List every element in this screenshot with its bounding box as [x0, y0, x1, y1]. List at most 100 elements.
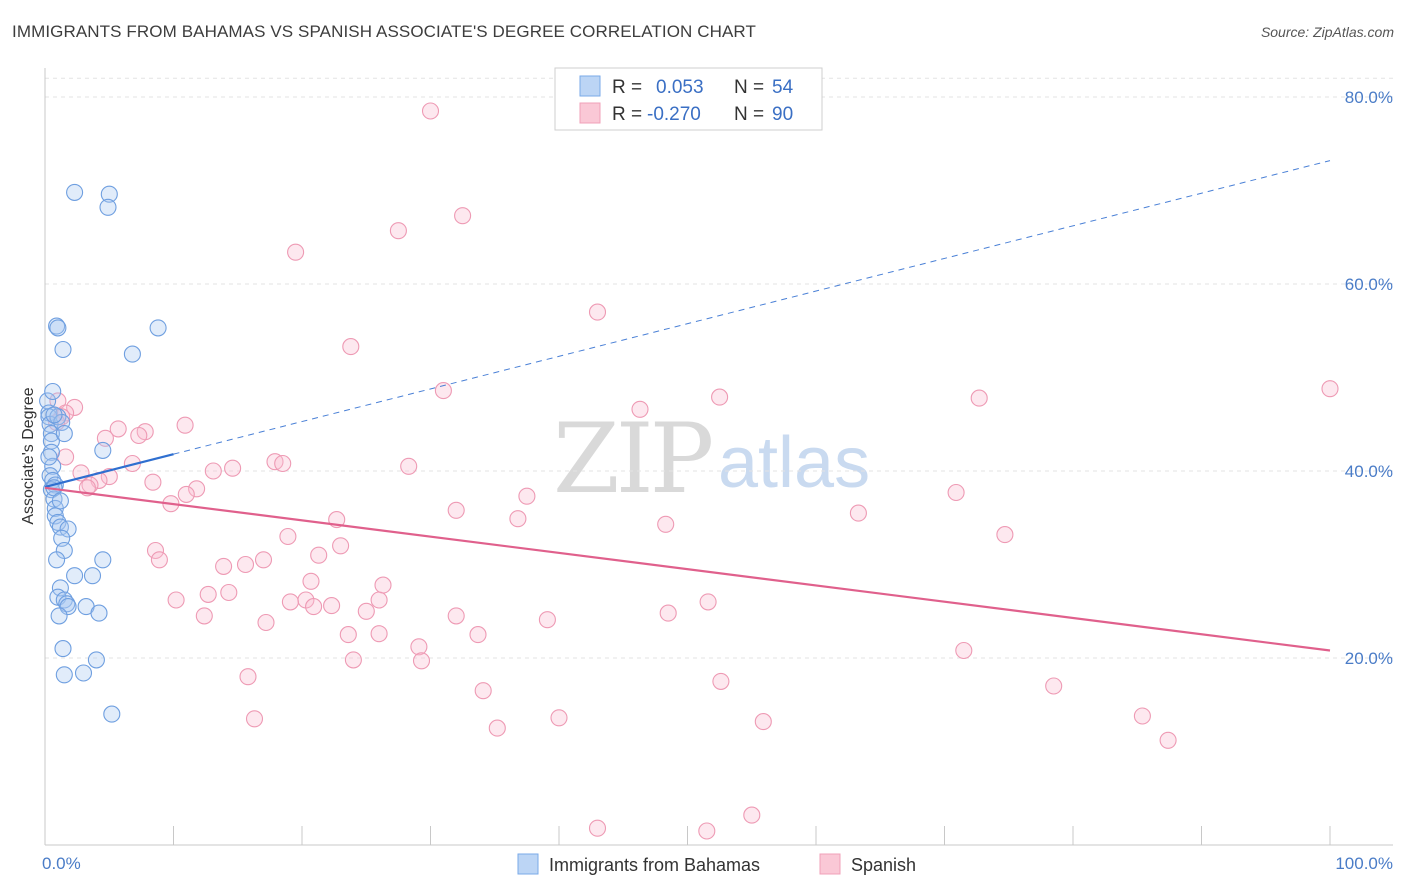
spanish-point: [302, 572, 320, 590]
bahamas-point: [103, 705, 121, 723]
spanish-point: [323, 597, 341, 615]
spanish-point: [215, 557, 233, 575]
bahamas-trend-dashed: [173, 160, 1331, 455]
spanish-point: [447, 501, 465, 519]
y-axis-label: Associate's Degree: [20, 387, 37, 524]
bahamas-point: [51, 492, 69, 510]
spanish-point: [1159, 731, 1177, 749]
spanish-point: [454, 207, 472, 225]
spanish-point: [167, 591, 185, 609]
bottom-legend: Immigrants from Bahamas Spanish: [517, 853, 916, 875]
spanish-point: [245, 710, 264, 728]
spanish-point: [357, 602, 375, 620]
bahamas-point: [59, 598, 77, 616]
source-label: Source: ZipAtlas.com: [1260, 24, 1394, 40]
spanish-point: [279, 527, 297, 546]
bahamas-point: [40, 448, 58, 466]
spanish-point: [146, 541, 165, 560]
bahamas-point: [94, 441, 112, 459]
spanish-point: [699, 593, 717, 611]
bahamas-point: [100, 185, 118, 203]
legend-n-value-bahamas: 54: [772, 77, 794, 98]
spanish-trend-solid: [44, 486, 1331, 652]
y-tick-label: 20.0%: [1345, 649, 1393, 668]
bahamas-point: [94, 551, 112, 569]
x-tick-label-min: 0.0%: [42, 854, 81, 873]
legend-swatch-spanish: [579, 102, 601, 124]
legend-r-value-spanish: -0.270: [647, 104, 701, 125]
spanish-point: [109, 420, 127, 438]
spanish-point: [955, 641, 973, 660]
spanish-point: [711, 388, 729, 406]
spanish-point: [1321, 380, 1339, 398]
bahamas-point: [50, 607, 68, 625]
spanish-point: [509, 510, 527, 528]
spanish-point: [239, 668, 257, 686]
bottom-legend-swatch-spanish: [819, 853, 841, 875]
bahamas-point: [42, 443, 60, 461]
bahamas-point: [87, 651, 105, 669]
spanish-point: [144, 473, 162, 491]
spanish-point: [698, 822, 716, 840]
spanish-point: [220, 583, 238, 602]
watermark-zip: ZIP: [553, 403, 712, 515]
bahamas-point: [123, 345, 141, 363]
spanish-point: [538, 611, 556, 629]
spanish-point: [754, 713, 772, 731]
x-axis-ticks: [44, 826, 1331, 845]
spanish-point: [447, 607, 465, 625]
bahamas-point: [48, 551, 66, 569]
bahamas-point: [54, 340, 72, 359]
y-tick-labels: 20.0% 40.0% 60.0% 80.0%: [1345, 88, 1393, 668]
bahamas-trend-solid: [44, 453, 174, 488]
bahamas-point: [83, 567, 102, 585]
spanish-point: [412, 652, 431, 670]
spanish-point: [370, 625, 388, 643]
spanish-point: [588, 303, 607, 321]
bahamas-point: [44, 382, 62, 401]
spanish-point: [1133, 707, 1151, 725]
spanish-point: [421, 102, 440, 120]
bahamas-point: [90, 604, 108, 622]
spanish-point: [274, 454, 292, 473]
spanish-point: [339, 626, 357, 644]
spanish-point: [281, 593, 299, 611]
legend-n-value-spanish: 90: [772, 104, 793, 125]
spanish-point: [1045, 677, 1063, 695]
bahamas-point: [55, 425, 73, 443]
spanish-point: [130, 426, 148, 445]
spanish-point: [659, 604, 677, 622]
bahamas-point: [74, 664, 93, 682]
bahamas-point: [59, 520, 77, 538]
chart-title: IMMIGRANTS FROM BAHAMAS VS SPANISH ASSOC…: [12, 22, 756, 41]
spanish-point: [188, 480, 206, 498]
spanish-point: [400, 457, 418, 475]
legend-r-label-spanish: R =: [612, 104, 642, 125]
spanish-point: [224, 459, 242, 477]
spanish-point: [434, 382, 452, 400]
bahamas-point: [58, 595, 76, 613]
bahamas-point: [45, 406, 63, 424]
bahamas-point: [66, 567, 84, 585]
bahamas-point: [49, 513, 67, 531]
spanish-point: [588, 819, 607, 837]
bahamas-point: [54, 640, 72, 658]
spanish-point: [305, 598, 323, 616]
spanish-point: [849, 504, 867, 522]
spanish-point: [631, 400, 649, 418]
spanish-point: [177, 485, 195, 503]
spanish-point: [743, 806, 761, 824]
bahamas-point: [55, 666, 73, 684]
spanish-point: [374, 576, 392, 594]
spanish-point: [389, 222, 407, 240]
spanish-point: [712, 672, 730, 690]
y-tick-label: 80.0%: [1345, 88, 1393, 107]
spanish-point: [947, 483, 965, 502]
spanish-point: [310, 546, 328, 564]
spanish-point: [488, 719, 506, 737]
spanish-point: [518, 487, 536, 505]
bottom-legend-swatch-bahamas: [517, 853, 539, 875]
spanish-point: [474, 682, 492, 700]
spanish-point: [254, 551, 273, 569]
y-tick-label: 60.0%: [1345, 275, 1393, 294]
